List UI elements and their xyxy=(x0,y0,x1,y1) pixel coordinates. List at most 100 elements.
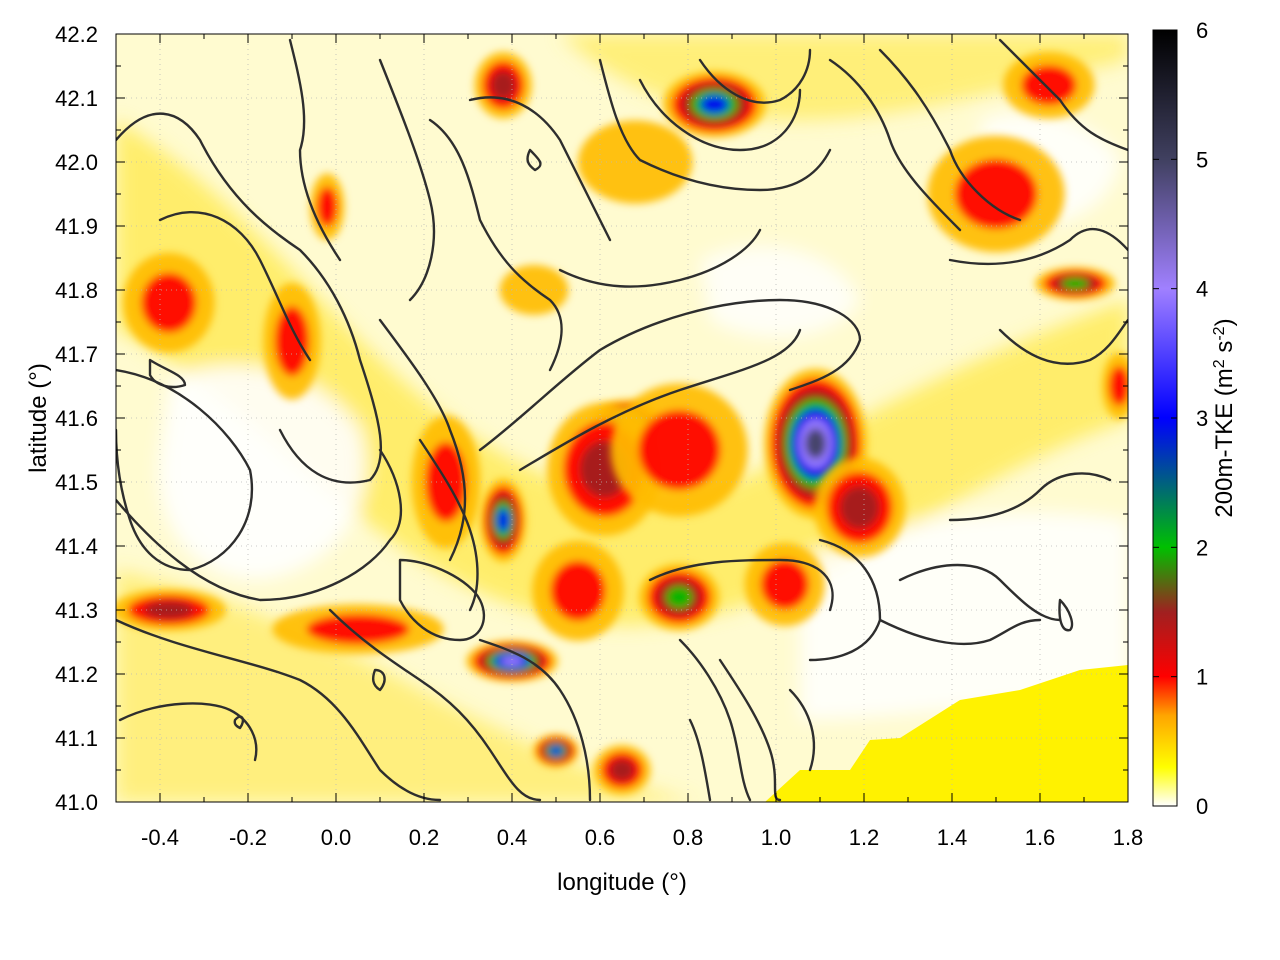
tke-level-patch xyxy=(609,759,635,781)
y-axis-title: latitude (°) xyxy=(25,363,52,473)
y-tick-label: 41.6 xyxy=(55,406,98,431)
tke-hotspot xyxy=(310,173,345,241)
terrain-contour-line xyxy=(526,148,542,172)
grid-lines xyxy=(116,34,1128,802)
y-tick-label: 41.9 xyxy=(55,214,98,239)
x-tick-label: 0.2 xyxy=(409,825,440,850)
terrain-contour-line xyxy=(558,228,762,288)
colorbar-tick-label: 2 xyxy=(1196,535,1208,560)
tke-hotspot xyxy=(1035,266,1116,301)
tke-hotspot xyxy=(593,745,651,795)
plot-area xyxy=(116,34,1128,802)
tke-level-patch xyxy=(954,159,1038,229)
tke-hotspot xyxy=(474,51,532,119)
field-band-yellow xyxy=(116,570,700,802)
terrain-contour-line xyxy=(478,638,592,802)
tke-level-patch xyxy=(549,746,563,756)
x-tick-label: 1.0 xyxy=(761,825,792,850)
x-tick-label: 0.6 xyxy=(585,825,616,850)
colorbar-tick-label: 3 xyxy=(1196,406,1208,431)
x-tick-label: 1.8 xyxy=(1113,825,1144,850)
x-tick-label: -0.2 xyxy=(229,825,267,850)
tke-hotspot xyxy=(123,252,215,353)
tke-hotspot xyxy=(662,71,766,138)
terrain-contour-line xyxy=(998,318,1128,365)
terrain-contour-line xyxy=(1058,598,1074,632)
tke-hotspot xyxy=(1102,352,1128,420)
terrain-contour-line xyxy=(118,702,258,762)
colorbar-title-sup: 2 xyxy=(1211,359,1228,368)
tke-level-patch xyxy=(1061,278,1089,290)
terrain-contour-line xyxy=(378,58,436,302)
y-tick-label: 41.3 xyxy=(55,598,98,623)
field-band-white xyxy=(158,366,366,580)
terrain-contour-line xyxy=(148,358,187,389)
colorbar-title-pre: 200m-TKE (m xyxy=(1211,368,1238,517)
terrain-contour-line xyxy=(878,48,1022,222)
colorbar-tick-label: 5 xyxy=(1196,147,1208,172)
terrain-contour-line xyxy=(328,608,542,802)
tke-hotspot xyxy=(532,540,624,641)
colorbar-title-sup: -2 xyxy=(1211,326,1228,340)
y-tick-label: 41.4 xyxy=(55,534,98,559)
x-tick-label: 0.0 xyxy=(321,825,352,850)
field-band-white xyxy=(800,512,1128,720)
terrain-contour-line xyxy=(678,638,752,802)
tke-level-patch xyxy=(638,410,721,490)
y-tick-label: 42.0 xyxy=(55,150,98,175)
terrain-contour-line xyxy=(688,718,712,802)
colorbar-tick-label: 0 xyxy=(1196,794,1208,819)
tke-hotspot xyxy=(116,589,226,631)
tke-level-patch xyxy=(839,486,880,529)
tke-hotspot xyxy=(744,542,825,627)
y-tick-label: 41.5 xyxy=(55,470,98,495)
y-tick-label: 41.7 xyxy=(55,342,98,367)
tke-hotspot xyxy=(813,457,906,558)
tke-level-patch xyxy=(550,560,606,621)
y-axis-ticks: 41.0 41.1 41.2 41.3 41.4 41.5 41.6 41.7 41.8 41.9… xyxy=(55,22,1128,815)
terrain-contour-line xyxy=(638,78,802,152)
tke-hotspot xyxy=(480,478,527,562)
terrain-contour-line xyxy=(428,118,563,372)
tke-hotspot xyxy=(533,734,579,768)
terrain-contour-line xyxy=(648,558,834,612)
coastal-plain-region xyxy=(765,665,1128,802)
terrain-contour-line xyxy=(116,618,442,802)
y-tick-label: 42.2 xyxy=(55,22,98,47)
tke-level-patch xyxy=(665,586,693,609)
y-tick-label: 41.1 xyxy=(55,726,98,751)
field-band-white xyxy=(700,245,860,338)
tke-level-patch xyxy=(141,272,197,333)
terrain-contour-line xyxy=(698,48,812,104)
colorbar-ticks: 0 1 2 3 4 5 6 xyxy=(1153,18,1208,819)
tke-level-patch xyxy=(306,614,410,645)
tke-level-patch xyxy=(316,186,338,227)
tke-level-patch xyxy=(274,306,310,377)
colorbar: 0 1 2 3 4 5 6 200m-TKE (m2 s-2) xyxy=(1152,18,1238,819)
colorbar-title-mid: s xyxy=(1211,341,1238,360)
tke-level-patch xyxy=(760,559,809,610)
y-tick-label: 41.8 xyxy=(55,278,98,303)
tke-level-patch xyxy=(496,509,510,532)
tke-level-patch xyxy=(501,656,523,666)
tke-level-patch xyxy=(490,70,516,100)
terrain-contour-line xyxy=(116,112,383,484)
tke-level-patch xyxy=(578,120,693,204)
tke-level-patch xyxy=(1108,366,1128,406)
x-tick-label: 0.8 xyxy=(673,825,704,850)
x-tick-label: 1.2 xyxy=(849,825,880,850)
terrain-contour-line xyxy=(288,38,342,262)
x-axis-ticks: -0.4 -0.2 0.0 0.2 0.4 0.6 0.8 1.0 1.2 1.4 1.6 1.8 xyxy=(115,34,1144,850)
x-tick-label: 1.6 xyxy=(1025,825,1056,850)
terrain-contour-line xyxy=(948,228,1128,266)
colorbar-title-post: ) xyxy=(1211,318,1238,326)
terrain-contour-line xyxy=(116,448,403,602)
colorbar-tick-label: 4 xyxy=(1196,277,1208,302)
terrain-contour-line xyxy=(398,558,486,642)
x-axis-title: longitude (°) xyxy=(557,869,687,896)
terrain-contour-line xyxy=(788,688,816,772)
y-tick-label: 42.1 xyxy=(55,86,98,111)
tke-level-patch xyxy=(144,601,194,619)
terrain-contour-line xyxy=(828,58,962,232)
tke-hotspot xyxy=(610,383,748,517)
